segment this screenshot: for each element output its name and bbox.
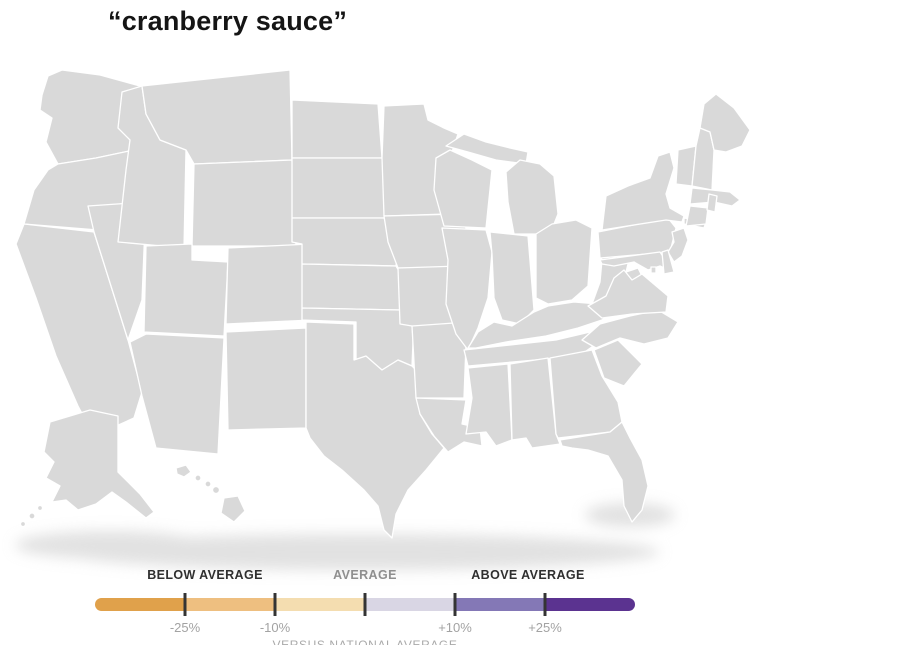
state-connecticut[interactable] [685,205,709,227]
legend-segment-above [455,598,545,611]
page-title: “cranberry sauce” [108,6,348,36]
state-south-dakota[interactable] [291,157,389,219]
state-louisiana[interactable] [415,397,483,453]
state-michigan[interactable] [445,133,559,235]
legend-tick-label: +10% [438,620,472,635]
state-north-carolina[interactable] [581,309,679,349]
legend-segment-strong-below [95,598,185,611]
legend-tick-mark [273,593,277,616]
state-ohio[interactable] [535,219,593,305]
legend-caption: VERSUS NATIONAL AVERAGE [272,638,458,645]
legend-tick-mark [543,593,547,616]
legend-above-average-label: ABOVE AVERAGE [471,568,585,582]
state-district-of-columbia[interactable] [650,266,657,274]
legend-segment-below [185,598,275,611]
legend-below-average-label: BELOW AVERAGE [147,568,263,582]
state-wisconsin[interactable] [433,149,493,229]
legend-tick-label: +25% [528,620,562,635]
legend-tick-mark [363,593,367,616]
state-alabama[interactable] [509,357,561,449]
state-south-carolina[interactable] [593,339,643,387]
legend-tick-label: -25% [169,620,201,635]
state-montana[interactable] [141,69,293,165]
state-new-jersey[interactable] [667,227,689,263]
legend-tick-label: -10% [259,620,291,635]
state-alaska[interactable] [19,409,155,528]
legend-segment-slightly-above [365,598,455,611]
state-hawaii[interactable] [175,464,246,523]
state-maine[interactable] [699,93,751,153]
state-virginia[interactable] [587,269,669,319]
legend: BELOW AVERAGE AVERAGE ABOVE AVERAGE -25%… [95,568,635,645]
legend-tick-mark [183,593,187,616]
state-texas[interactable] [305,321,445,539]
state-utah[interactable] [143,243,229,337]
legend-color-scale [95,598,635,611]
legend-tick-mark [453,593,457,616]
state-indiana[interactable] [489,231,535,325]
state-new-mexico[interactable] [225,327,307,431]
state-kansas[interactable] [301,263,403,311]
state-north-dakota[interactable] [291,99,383,159]
legend-segment-slightly-below [275,598,365,611]
state-colorado[interactable] [225,243,313,325]
state-delaware[interactable] [661,249,675,275]
state-florida[interactable] [559,421,649,523]
state-arizona[interactable] [129,333,225,455]
state-nebraska[interactable] [291,217,399,267]
state-rhode-island[interactable] [706,193,718,213]
legend-average-label: AVERAGE [333,568,397,582]
legend-segment-strong-above [545,598,635,611]
map-shadow [15,503,675,570]
state-wyoming[interactable] [191,159,297,247]
state-mississippi[interactable] [465,363,513,447]
